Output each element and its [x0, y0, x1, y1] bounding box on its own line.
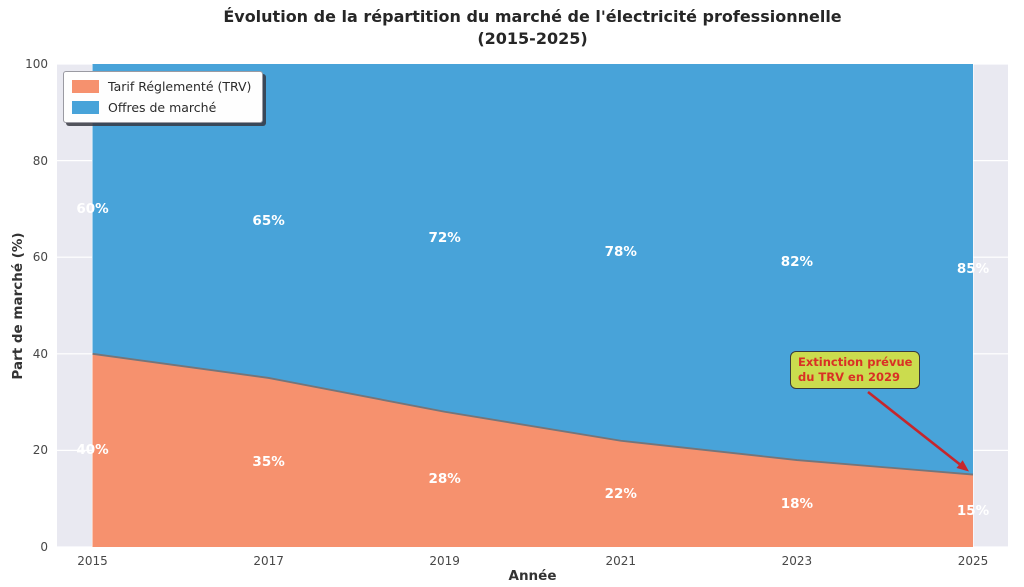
data-label-trv: 22%: [604, 485, 637, 502]
data-label-offres: 82%: [780, 254, 814, 271]
y-tick-label: 100: [25, 57, 48, 71]
x-tick-label: 2019: [429, 554, 460, 568]
x-axis-label: Année: [508, 568, 557, 584]
data-label-trv: 15%: [956, 502, 990, 519]
y-tick-label: 80: [32, 153, 48, 168]
data-label-offres: 72%: [428, 229, 461, 246]
annotation-line1: Extinction prévue: [798, 355, 913, 369]
y-tick-label: 0: [40, 540, 48, 554]
x-tick-label: 2023: [781, 554, 813, 568]
data-label-trv: 18%: [780, 495, 814, 512]
area-trv: [92, 353, 973, 547]
chart-title-line1: Évolution de la répartition du marché de…: [223, 7, 842, 26]
series-boundary-line: [92, 352, 974, 476]
legend-item-trv: Tarif Réglementé (TRV): [72, 78, 251, 95]
data-label-offres: 85%: [956, 261, 990, 278]
legend-label-trv: Tarif Réglementé (TRV): [108, 79, 252, 94]
chart-title: Évolution de la répartition du marché de…: [57, 6, 1008, 50]
x-tick-label: 2025: [957, 554, 989, 568]
data-label-trv: 28%: [428, 471, 461, 488]
annotation-arrow-head: [956, 460, 969, 472]
y-tick-label: 20: [32, 443, 48, 458]
data-label-trv: 40%: [76, 442, 109, 459]
data-label-offres: 60%: [76, 200, 109, 217]
data-label-trv: 35%: [252, 454, 285, 471]
legend-swatch-offres: [72, 101, 99, 114]
annotation-line2: du TRV en 2029: [798, 369, 901, 384]
x-tick-label: 2021: [605, 554, 637, 568]
area-offres: [92, 64, 973, 475]
x-tick-label: 2017: [253, 554, 284, 568]
y-tick-label: 40: [32, 346, 48, 361]
chart-title-line2: (2015-2025): [477, 29, 588, 48]
annotation-arrow-shaft: [867, 390, 961, 466]
data-label-offres: 65%: [252, 212, 285, 229]
legend: Tarif Réglementé (TRV) Offres de marché: [63, 71, 264, 123]
annotation-callout: Extinction prévue du TRV en 2029: [790, 351, 921, 389]
data-label-offres: 78%: [604, 244, 637, 261]
legend-item-offres: Offres de marché: [72, 99, 251, 116]
x-tick-label: 2015: [77, 554, 108, 568]
y-tick-label: 60: [32, 250, 48, 265]
legend-label-offres: Offres de marché: [108, 100, 217, 115]
legend-swatch-trv: [72, 80, 99, 93]
